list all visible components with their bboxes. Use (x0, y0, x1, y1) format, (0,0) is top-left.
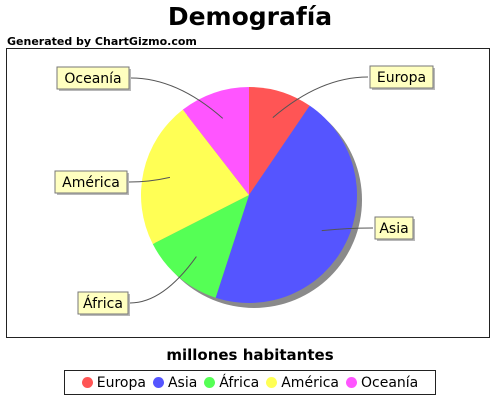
label-box-europa (369, 65, 434, 89)
pie-slice-america (141, 109, 249, 245)
leader-line-asia (321, 227, 374, 232)
chart-credit: Generated by ChartGizmo.com (7, 35, 197, 48)
legend-label-america: América (281, 374, 339, 391)
legend-swatch-america (266, 377, 278, 388)
pie-slice-oceania (182, 87, 249, 195)
pie-slice-africa (152, 195, 249, 298)
label-box-africa (77, 291, 129, 315)
leader-line-europa (272, 76, 369, 118)
slice-label-africa: África (83, 295, 123, 312)
legend-swatch-asia (152, 377, 164, 388)
legend-label-europa: Europa (96, 374, 146, 391)
legend-item-oceania: Oceanía (345, 374, 419, 391)
legend-item-america: América (266, 375, 339, 391)
legend-swatch-oceania (345, 377, 357, 388)
legend-item-europa: Europa (81, 374, 146, 391)
leader-line-oceania (130, 77, 224, 119)
chart-subtitle: millones habitantes (166, 346, 334, 364)
slice-label-asia: Asia (379, 221, 408, 237)
legend-label-africa: África (219, 374, 260, 391)
slice-label-america: América (62, 175, 120, 191)
leader-line-africa (129, 256, 197, 304)
pie-slice-europa (249, 87, 310, 195)
legend-label-asia: Asia (167, 374, 198, 391)
label-box-oceania (56, 66, 130, 90)
legend-item-asia: Asia (152, 374, 198, 391)
legend-swatch-africa (204, 377, 216, 388)
slice-label-europa: Europa (377, 70, 426, 86)
chart-title: Demografía (167, 2, 333, 31)
pie-slice-asia (215, 105, 358, 304)
legend: Europa Asia África América Oceanía (64, 370, 436, 395)
label-box-asia (374, 216, 414, 240)
leader-line-america (128, 176, 171, 183)
legend-item-africa: África (204, 375, 259, 391)
legend-swatch-europa (81, 377, 93, 388)
legend-label-oceania: Oceanía (360, 374, 419, 391)
label-box-america (54, 170, 128, 194)
slice-label-oceania: Oceanía (64, 71, 121, 87)
